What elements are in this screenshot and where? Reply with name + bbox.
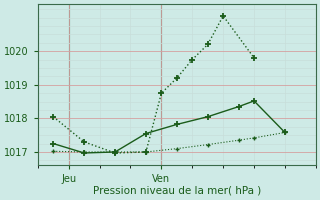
X-axis label: Pression niveau de la mer( hPa ): Pression niveau de la mer( hPa ) bbox=[93, 186, 261, 196]
